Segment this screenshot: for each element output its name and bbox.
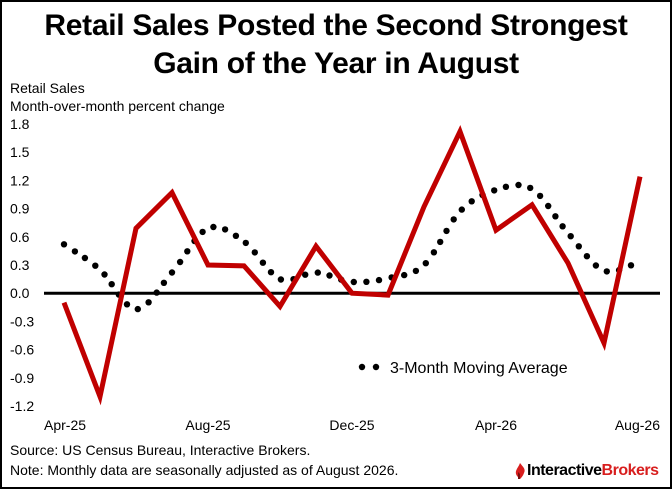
moving-average-dot	[412, 267, 420, 275]
moving-average-dot	[259, 259, 267, 266]
y-tick-label: 0.0	[10, 285, 30, 301]
y-tick-label: -0.6	[10, 342, 34, 358]
moving-average-dot	[123, 301, 131, 308]
moving-average-dot	[527, 184, 534, 192]
moving-average-dot	[592, 262, 600, 269]
y-tick-label: 1.8	[10, 116, 30, 132]
moving-average-dot	[502, 183, 510, 190]
moving-average-dot	[583, 253, 591, 260]
moving-average-dot	[491, 187, 498, 194]
moving-average-dot	[184, 248, 191, 255]
moving-average-dot	[168, 269, 176, 276]
moving-average-dot	[242, 239, 249, 247]
moving-average-dot	[450, 216, 457, 223]
moving-average-dot	[536, 192, 544, 200]
moving-average-dot	[515, 181, 522, 189]
y-axis-label-line-2: Month-over-month percent change	[10, 98, 225, 114]
legend-label: 3-Month Moving Average	[390, 360, 568, 377]
y-tick-label: 0.9	[10, 201, 30, 217]
moving-average-dot	[145, 299, 152, 306]
moving-average-dot	[221, 226, 229, 233]
moving-average-dot	[232, 232, 240, 239]
moving-average-dot	[210, 223, 217, 231]
moving-average-dot	[350, 278, 357, 286]
y-tick-label: -0.9	[10, 370, 34, 386]
moving-average-dot	[108, 281, 115, 288]
moving-average-dot	[267, 269, 275, 276]
moving-average-dot	[153, 289, 160, 296]
moving-average-dot	[627, 262, 635, 269]
x-tick-label: Apr-26	[475, 417, 517, 433]
legend-dot	[372, 363, 380, 371]
moving-average-dot	[199, 228, 206, 236]
legend-dot	[358, 363, 366, 371]
moving-average-dot	[401, 271, 408, 279]
moving-average-dot	[60, 241, 68, 248]
source-note: Source: US Census Bureau, Interactive Br…	[10, 442, 311, 458]
moving-average-dot	[375, 276, 383, 284]
moving-average-dot	[251, 249, 258, 256]
moving-average-dot	[552, 213, 559, 220]
x-tick-label: Dec-25	[329, 417, 374, 433]
y-tick-label: 0.6	[10, 229, 30, 245]
y-tick-label: -0.3	[10, 313, 34, 329]
y-tick-label: -1.2	[10, 398, 34, 414]
x-tick-label: Aug-25	[185, 417, 230, 433]
y-tick-label: 0.3	[10, 257, 30, 273]
x-tick-label: Apr-25	[44, 417, 86, 433]
moving-average-dot	[326, 272, 333, 279]
moving-average-dot	[302, 271, 309, 278]
moving-average-dot	[101, 271, 108, 278]
y-axis-label-line-1: Retail Sales	[10, 80, 85, 96]
moving-average-dot	[176, 258, 184, 266]
moving-average-dot	[160, 279, 168, 286]
moving-average-dot	[437, 238, 444, 246]
moving-average-dot	[559, 223, 566, 230]
y-tick-label: 1.2	[10, 172, 30, 188]
retail-sales-series-line	[61, 125, 643, 406]
moving-average-dot	[92, 262, 99, 269]
moving-average-dot	[545, 202, 552, 210]
x-tick-label: Aug-26	[615, 417, 660, 433]
moving-average-dot	[458, 206, 465, 213]
moving-average-dot	[443, 227, 450, 235]
moving-average-dot	[603, 268, 610, 275]
moving-average-dot	[314, 269, 321, 276]
moving-average-dot	[134, 305, 141, 313]
data-note: Note: Monthly data are seasonally adjust…	[10, 462, 399, 478]
moving-average-dot	[277, 276, 285, 283]
logo-flame-icon	[515, 463, 525, 479]
y-tick-labels: 1.8 1.5 1.2 0.9 0.6 0.3 0.0 -0.3 -0.6 -0.9 -1.2	[10, 116, 34, 414]
legend: 3-Month Moving Average	[358, 360, 568, 377]
moving-average-series	[60, 181, 635, 313]
x-tick-labels: Apr-25 Aug-25 Dec-25 Apr-26 Aug-26	[44, 417, 660, 433]
moving-average-dot	[468, 198, 475, 205]
chart-title-line-1: Retail Sales Posted the Second Strongest	[44, 9, 628, 42]
moving-average-dot	[363, 278, 370, 285]
series-lines	[60, 125, 643, 406]
moving-average-dot	[575, 243, 582, 250]
moving-average-dot	[567, 233, 574, 240]
moving-average-dot	[422, 260, 429, 267]
logo-text-part-2: Brokers	[601, 462, 659, 479]
moving-average-dot	[430, 249, 438, 256]
moving-average-dot	[71, 248, 79, 255]
moving-average-dot	[81, 254, 89, 262]
chart-title-line-2: Gain of the Year in August	[153, 47, 519, 80]
interactive-brokers-logo: InteractiveBrokers	[514, 460, 659, 482]
logo-text-part-1: Interactive	[527, 462, 602, 479]
y-tick-label: 1.5	[10, 144, 30, 160]
